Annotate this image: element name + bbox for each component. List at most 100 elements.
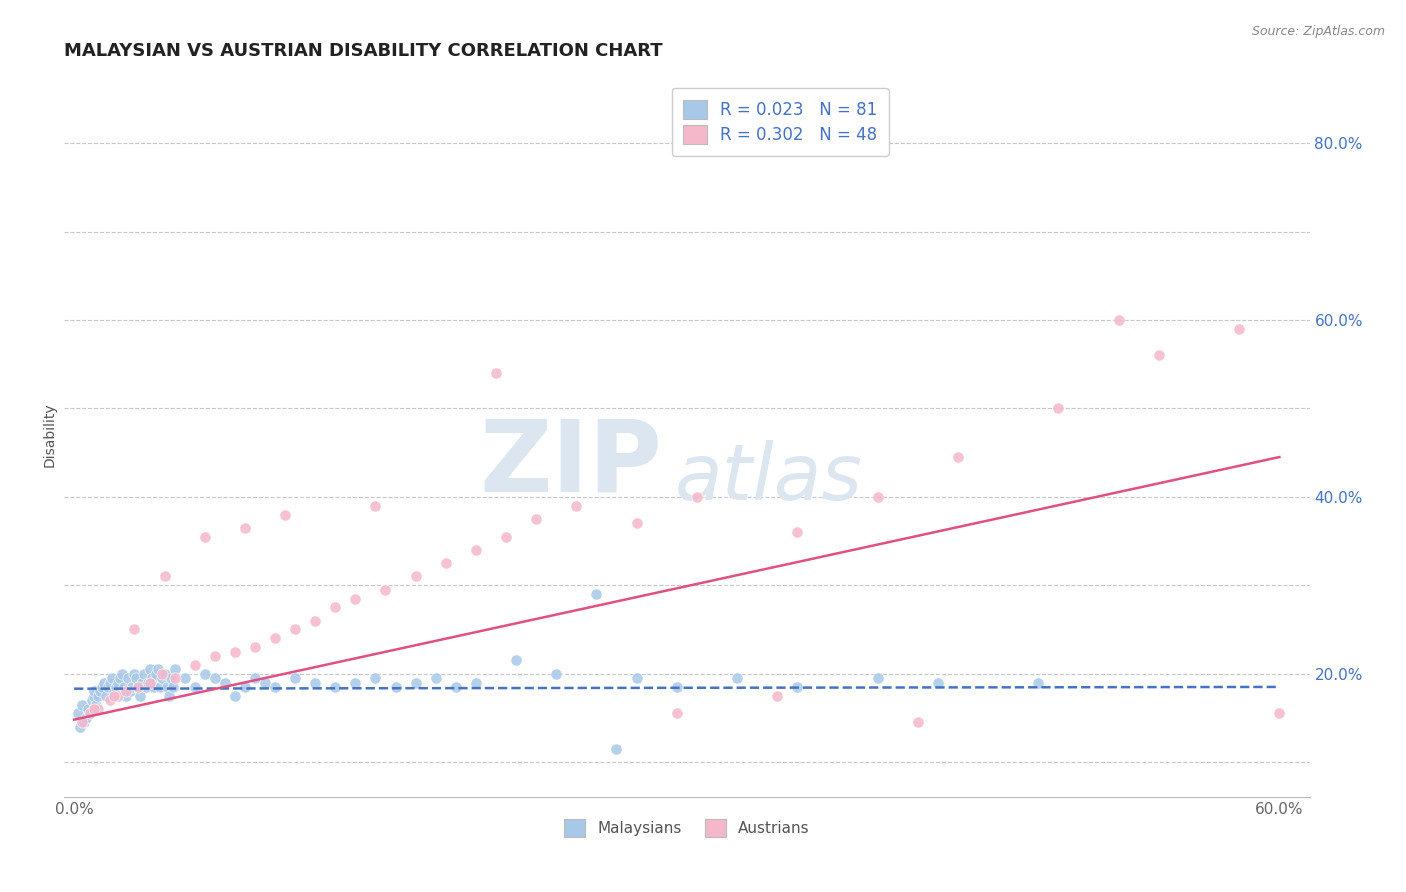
Point [163,662,186,676]
Point [605,741,627,756]
Point [103,689,125,703]
Point [139,675,162,690]
Point [110,671,132,685]
Point [84,698,107,712]
Point [405,569,427,583]
Point [425,671,447,685]
Point [464,542,486,557]
Point [173,671,195,685]
Point [183,680,205,694]
Point [434,556,457,570]
Point [115,684,138,698]
Text: Source: ZipAtlas.com: Source: ZipAtlas.com [1251,25,1385,38]
Point [145,666,167,681]
Point [107,675,129,690]
Point [1108,313,1130,327]
Point [284,623,307,637]
Point [725,671,748,685]
Point [927,675,949,690]
Point [135,680,157,694]
Point [89,684,111,698]
Point [243,671,266,685]
Point [96,689,118,703]
Point [155,680,177,694]
Point [97,680,120,694]
Point [224,644,246,658]
Point [1227,322,1250,336]
Point [134,666,156,681]
Point [233,521,256,535]
Point [79,706,101,721]
Point [117,671,139,685]
Point [143,680,166,694]
Point [464,675,486,690]
Point [139,662,162,676]
Y-axis label: Disability: Disability [44,402,58,467]
Point [1147,348,1170,362]
Point [115,689,138,703]
Point [141,671,163,685]
Point [79,706,101,721]
Point [665,706,688,721]
Point [112,680,135,694]
Point [364,499,387,513]
Point [138,675,160,690]
Point [69,720,91,734]
Point [866,671,889,685]
Point [224,689,246,703]
Point [546,666,568,681]
Text: atlas: atlas [675,441,862,516]
Point [152,671,174,685]
Point [626,516,648,531]
Point [253,675,276,690]
Point [83,702,105,716]
Point [444,680,467,694]
Point [274,508,297,522]
Point [524,512,547,526]
Point [70,715,93,730]
Point [264,632,287,646]
Point [323,600,346,615]
Point [75,711,97,725]
Point [907,715,929,730]
Point [70,698,93,712]
Point [105,680,128,694]
Point [77,702,100,716]
Point [153,569,176,583]
Point [505,653,527,667]
Point [129,689,152,703]
Point [111,666,134,681]
Point [243,640,266,654]
Point [866,490,889,504]
Point [495,530,517,544]
Point [91,680,114,694]
Point [127,680,149,694]
Point [82,693,104,707]
Point [98,675,121,690]
Point [264,680,287,694]
Point [121,680,143,694]
Point [107,689,129,703]
Point [565,499,588,513]
Point [766,689,789,703]
Point [101,671,124,685]
Point [233,680,256,694]
Point [626,671,648,685]
Point [127,680,149,694]
Point [284,671,307,685]
Point [304,614,326,628]
Point [73,715,96,730]
Point [786,525,808,540]
Point [162,680,184,694]
Point [83,689,105,703]
Point [87,702,110,716]
Point [304,675,326,690]
Point [686,490,709,504]
Point [157,689,180,703]
Text: ZIP: ZIP [479,416,662,512]
Point [344,591,367,606]
Point [344,675,367,690]
Legend: Malaysians, Austrians: Malaysians, Austrians [557,811,817,844]
Point [149,680,172,694]
Point [585,587,607,601]
